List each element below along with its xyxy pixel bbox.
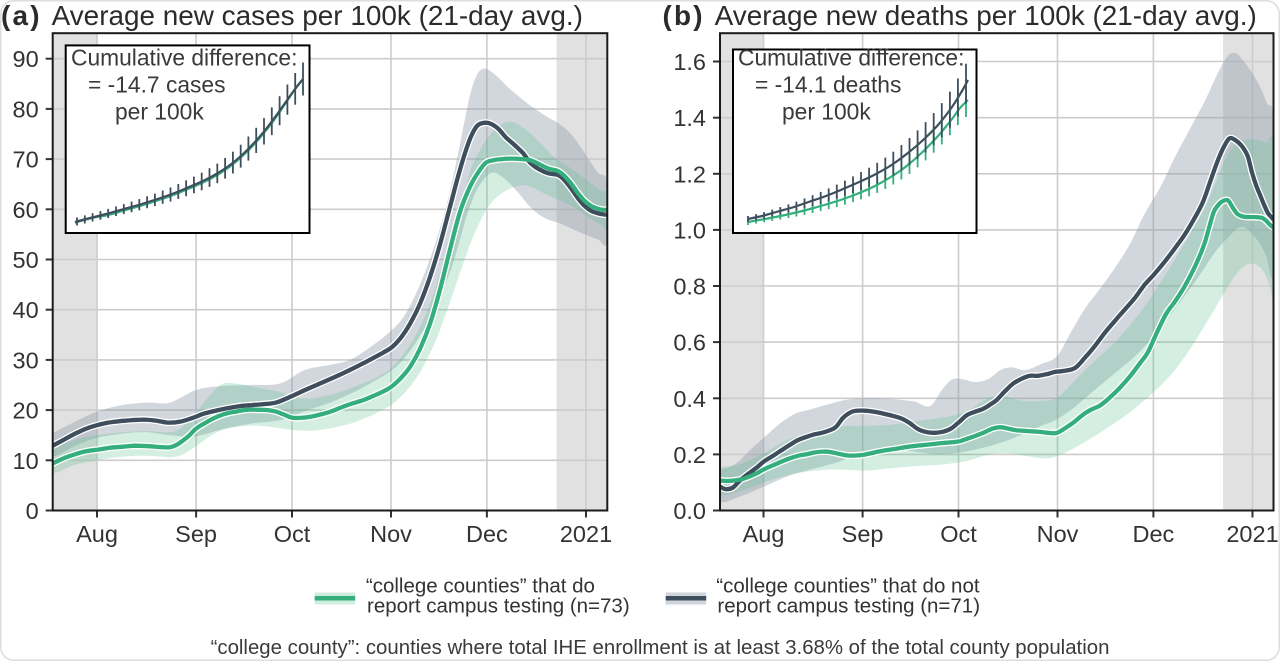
svg-text:1.0: 1.0 <box>673 217 706 243</box>
svg-text:Oct: Oct <box>274 521 311 547</box>
svg-text:1.4: 1.4 <box>673 105 706 131</box>
svg-text:0.0: 0.0 <box>673 498 706 524</box>
svg-text:2021: 2021 <box>560 521 612 547</box>
svg-text:Sep: Sep <box>842 521 884 547</box>
svg-text:“college county”: counties whe: “college county”: counties where total I… <box>211 637 1110 659</box>
svg-text:0.2: 0.2 <box>673 442 706 468</box>
svg-text:1.6: 1.6 <box>673 49 706 75</box>
svg-text:0.8: 0.8 <box>673 274 706 300</box>
svg-text:(a) Average new cases per 100k: (a) Average new cases per 100k (21-day a… <box>1 0 583 31</box>
svg-text:0: 0 <box>26 498 39 524</box>
svg-text:Aug: Aug <box>76 521 118 547</box>
svg-text:Dec: Dec <box>466 521 508 547</box>
svg-text:20: 20 <box>13 398 39 424</box>
svg-text:50: 50 <box>13 247 39 273</box>
svg-text:report campus testing (n=73): report campus testing (n=73) <box>367 595 630 618</box>
svg-text:40: 40 <box>13 297 39 323</box>
svg-text:Aug: Aug <box>743 521 785 547</box>
svg-text:90: 90 <box>13 46 39 72</box>
svg-text:Nov: Nov <box>370 521 412 547</box>
svg-text:2021: 2021 <box>1226 521 1278 547</box>
svg-text:= -14.7 cases: = -14.7 cases <box>88 72 226 98</box>
svg-text:Dec: Dec <box>1133 521 1175 547</box>
svg-text:Nov: Nov <box>1037 521 1079 547</box>
svg-text:per 100k: per 100k <box>115 99 204 125</box>
svg-text:30: 30 <box>13 347 39 373</box>
svg-text:Sep: Sep <box>175 521 217 547</box>
svg-text:(b) Average new deaths per 100: (b) Average new deaths per 100k (21-day … <box>663 0 1257 31</box>
svg-text:60: 60 <box>13 197 39 223</box>
svg-text:per 100k: per 100k <box>782 99 871 125</box>
svg-text:10: 10 <box>13 448 39 474</box>
svg-text:70: 70 <box>13 147 39 173</box>
svg-text:Oct: Oct <box>940 521 977 547</box>
svg-text:“college counties” that do not: “college counties” that do not <box>716 574 980 597</box>
svg-text:0.4: 0.4 <box>673 386 706 412</box>
svg-text:Cumulative difference:: Cumulative difference: <box>738 45 964 71</box>
svg-text:80: 80 <box>13 96 39 122</box>
svg-text:Cumulative difference:: Cumulative difference: <box>71 45 297 71</box>
svg-text:“college counties” that do: “college counties” that do <box>366 574 595 597</box>
svg-text:0.6: 0.6 <box>673 330 706 356</box>
svg-text:1.2: 1.2 <box>673 161 706 187</box>
svg-text:report campus testing (n=71): report campus testing (n=71) <box>717 595 980 618</box>
svg-text:= -14.1 deaths: = -14.1 deaths <box>755 72 901 98</box>
